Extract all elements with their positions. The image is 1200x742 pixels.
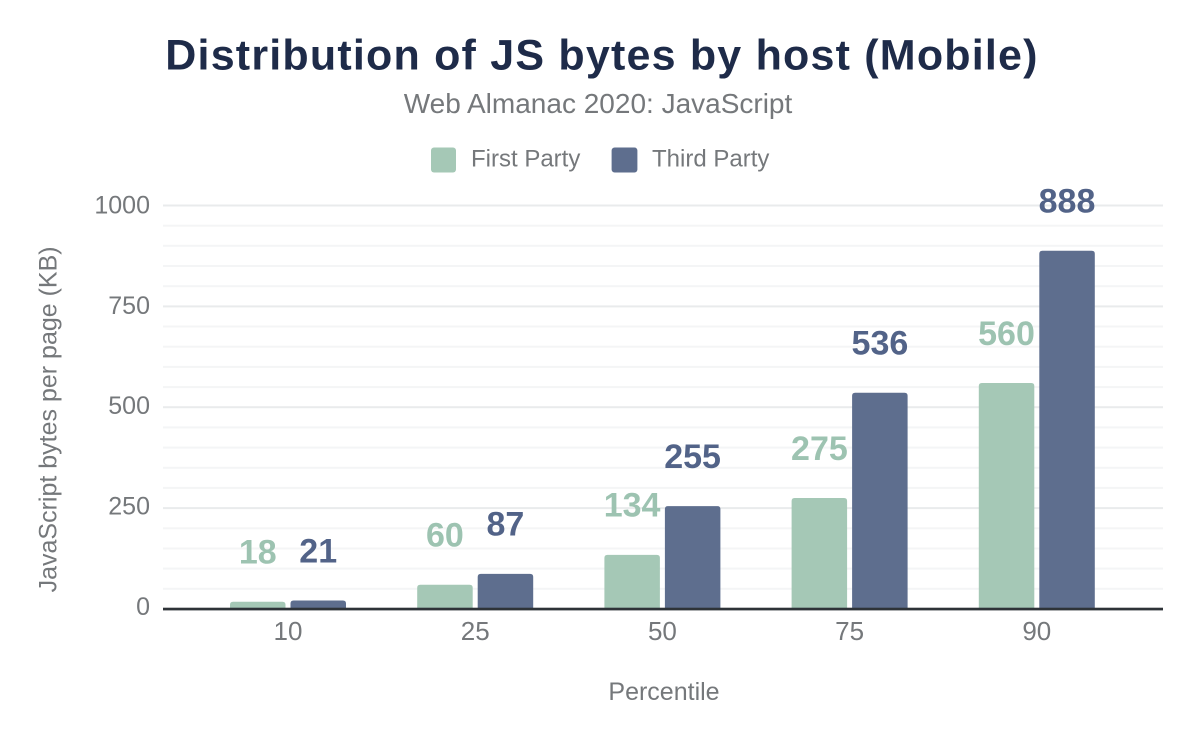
- svg-text:25: 25: [461, 616, 490, 646]
- svg-text:255: 255: [664, 438, 721, 476]
- svg-text:60: 60: [426, 517, 464, 555]
- svg-text:First Party: First Party: [471, 146, 580, 173]
- svg-text:750: 750: [108, 292, 150, 320]
- svg-text:536: 536: [852, 325, 909, 363]
- svg-text:87: 87: [486, 506, 524, 544]
- svg-text:0: 0: [136, 593, 150, 621]
- svg-text:75: 75: [835, 616, 864, 646]
- svg-text:Percentile: Percentile: [608, 678, 719, 706]
- svg-text:50: 50: [648, 616, 677, 646]
- svg-text:275: 275: [791, 430, 848, 468]
- svg-text:560: 560: [978, 315, 1035, 353]
- svg-text:10: 10: [274, 616, 303, 646]
- svg-text:JavaScript bytes per page (KB): JavaScript bytes per page (KB): [35, 246, 63, 592]
- svg-text:500: 500: [108, 392, 150, 420]
- svg-text:18: 18: [239, 534, 277, 572]
- svg-text:250: 250: [108, 493, 150, 521]
- svg-text:Web Almanac 2020: JavaScript: Web Almanac 2020: JavaScript: [404, 88, 793, 119]
- svg-text:888: 888: [1039, 183, 1096, 221]
- svg-text:134: 134: [604, 487, 661, 525]
- svg-text:90: 90: [1022, 616, 1051, 646]
- svg-text:Distribution of JS bytes by ho: Distribution of JS bytes by host (Mobile…: [165, 32, 1038, 80]
- svg-text:Third Party: Third Party: [652, 146, 769, 173]
- svg-text:1000: 1000: [94, 192, 150, 220]
- svg-text:21: 21: [299, 532, 337, 570]
